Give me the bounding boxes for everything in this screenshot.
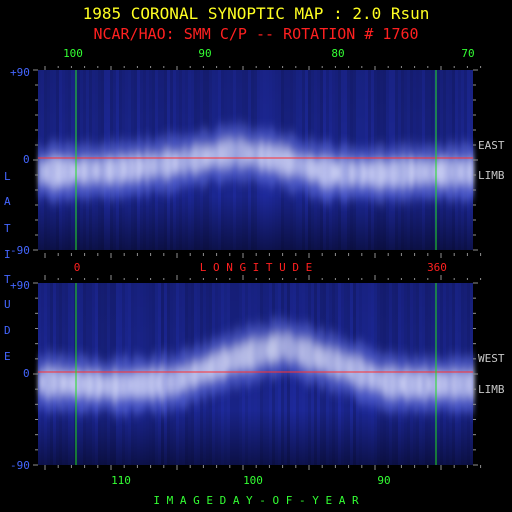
- west-label: WEST: [478, 352, 505, 365]
- longitude-tick-label-360: 360: [427, 261, 447, 274]
- band-column-core: [472, 369, 475, 399]
- east-label: EAST: [478, 139, 505, 152]
- day-of-year-axis-label: I M A G E D A Y - O F - Y E A R: [153, 494, 359, 507]
- latitude-tick-label-plus90: +90: [10, 279, 30, 292]
- axis-ticks: [33, 66, 482, 470]
- limb-label: LIMB: [478, 383, 505, 396]
- top-axis-tick-label: 100: [63, 47, 83, 60]
- latitude-axis-letter: I: [4, 248, 11, 261]
- longitude-axis-label: L O N G I T U D E: [200, 261, 313, 274]
- latitude-tick-label-minus90: -90: [10, 244, 30, 257]
- bottom-axis-tick-label: 100: [243, 474, 263, 487]
- chart-subtitle: NCAR/HAO: SMM C/P -- ROTATION # 1760: [93, 25, 419, 43]
- latitude-axis-letter: U: [4, 298, 11, 311]
- chart-title: 1985 CORONAL SYNOPTIC MAP : 2.0 Rsun: [82, 4, 430, 23]
- latitude-tick-label-0: 0: [23, 367, 30, 380]
- bottom-axis-tick-label: 90: [377, 474, 390, 487]
- bottom-axis-tick-label: 110: [111, 474, 131, 487]
- west-limb-shading: [38, 283, 473, 465]
- latitude-tick-label-0: 0: [23, 153, 30, 166]
- latitude-axis-letter: T: [4, 222, 11, 235]
- top-axis-tick-label: 90: [198, 47, 211, 60]
- latitude-tick-label-plus90: +90: [10, 66, 30, 79]
- west-limb-panel: [38, 283, 475, 465]
- latitude-axis-letter: E: [4, 350, 11, 363]
- latitude-axis-letter: A: [4, 195, 11, 208]
- band-column-core: [472, 162, 475, 182]
- top-axis-tick-label: 70: [461, 47, 474, 60]
- top-axis-tick-label: 80: [331, 47, 344, 60]
- latitude-tick-label-minus90: -90: [10, 459, 30, 472]
- east-limb-panel: [38, 70, 475, 250]
- longitude-tick-label-0: 0: [74, 261, 81, 274]
- limb-label: LIMB: [478, 169, 505, 182]
- latitude-axis-letter: L: [4, 170, 11, 183]
- latitude-axis-letter: T: [4, 273, 11, 286]
- latitude-axis-letter: D: [4, 324, 11, 337]
- east-limb-shading: [38, 70, 473, 250]
